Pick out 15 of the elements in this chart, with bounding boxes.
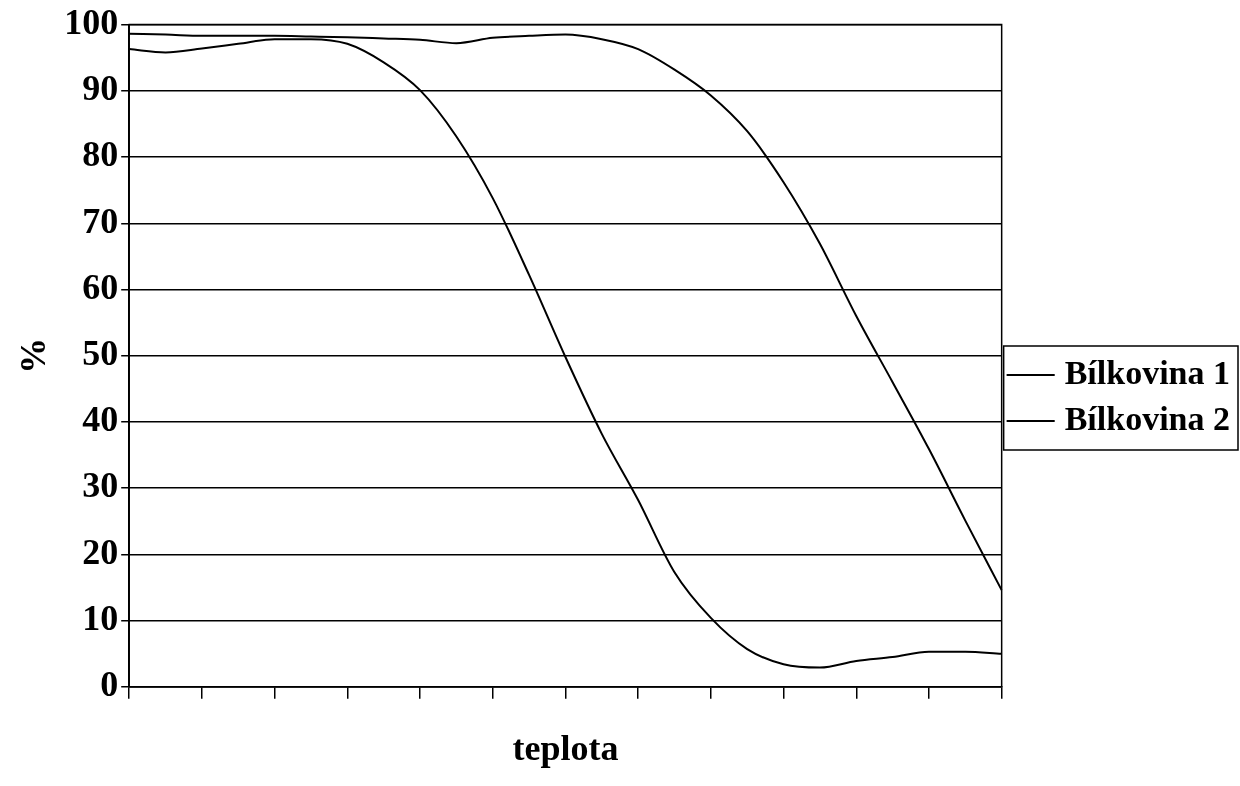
legend-label: Bílkovina 1: [1064, 353, 1231, 391]
y-tick-label: 30: [82, 465, 119, 506]
y-tick-label: 0: [100, 664, 119, 705]
y-tick-label: 90: [82, 68, 119, 109]
y-tick-label: 100: [64, 1, 119, 42]
y-tick-label: 70: [82, 200, 119, 241]
y-tick-label: 60: [82, 266, 119, 307]
y-tick-label: 50: [82, 333, 119, 373]
x-axis-title: teplota: [512, 727, 619, 768]
y-axis-title: %: [12, 337, 53, 374]
y-tick-label: 40: [82, 399, 119, 440]
legend-label: Bílkovina 2: [1064, 399, 1231, 437]
y-tick-label: 20: [82, 531, 119, 572]
y-tick-label: 80: [82, 134, 119, 175]
y-tick-label: 10: [82, 597, 119, 638]
